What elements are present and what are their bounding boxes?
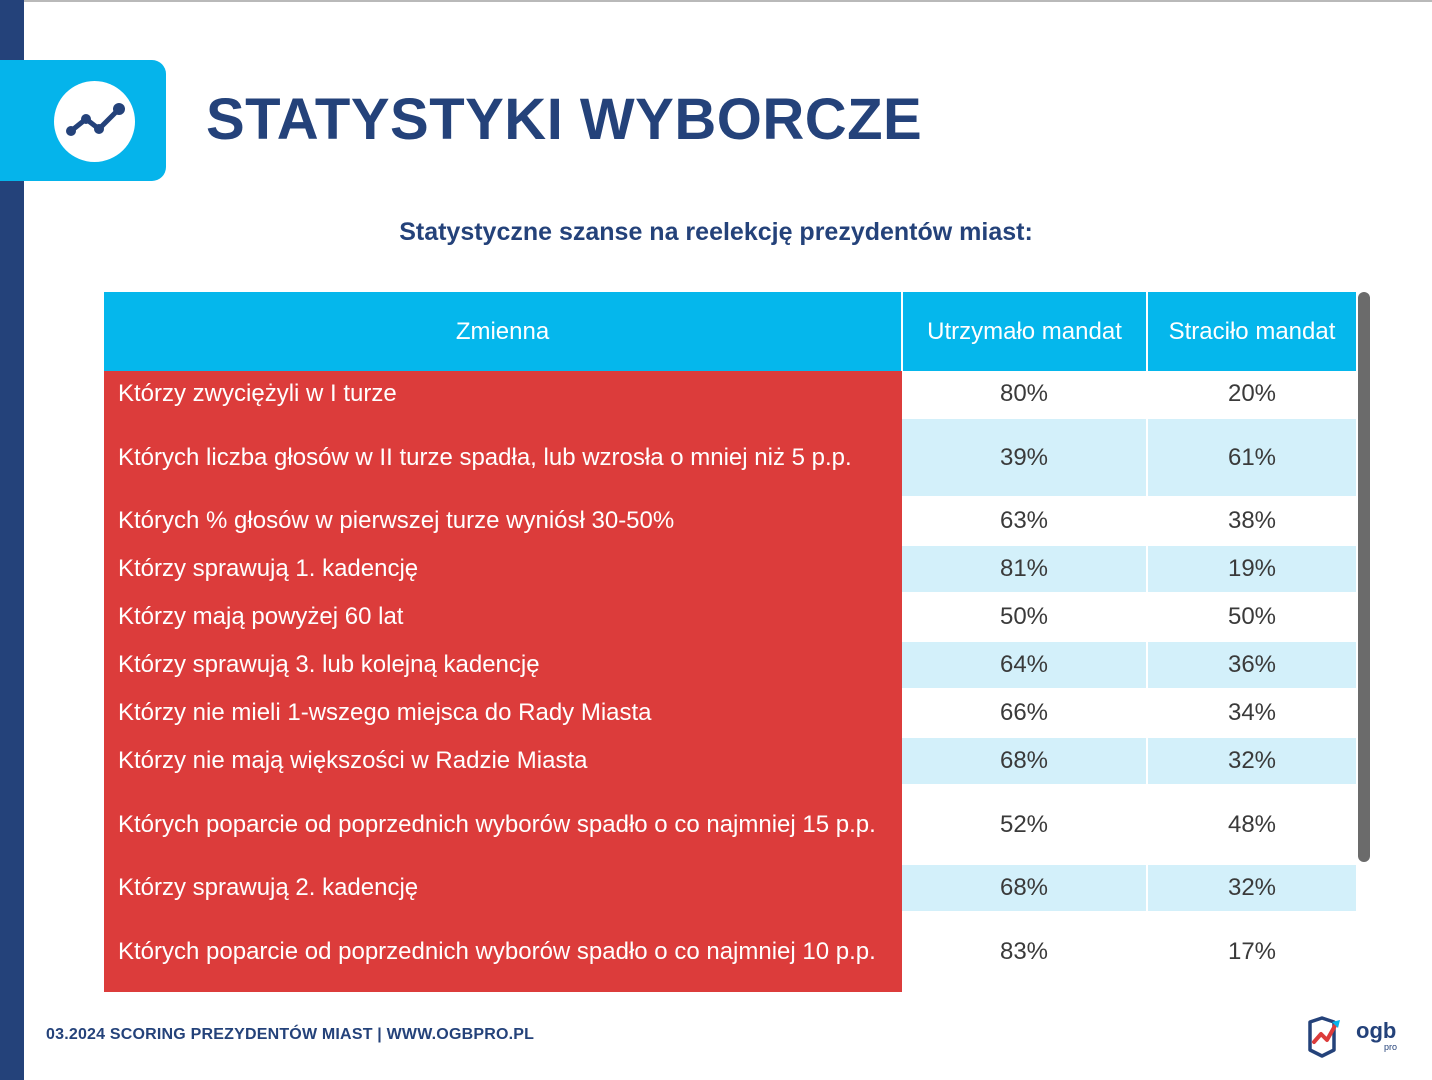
row-label: Których poparcie od poprzednich wyborów … [104, 785, 902, 865]
statistics-table: Zmienna Utrzymało mandat Straciło mandat… [104, 292, 1356, 992]
header-variable: Zmienna [104, 292, 903, 371]
lost-value: 38% [1147, 497, 1356, 546]
table-row: Których liczba głosów w II turze spadła,… [104, 418, 1356, 498]
ogb-logo: ogb pro [1304, 1012, 1404, 1060]
table-header-row: Zmienna Utrzymało mandat Straciło mandat [104, 292, 1356, 371]
header-kept-mandate: Utrzymało mandat [902, 292, 1148, 371]
row-label: Którzy nie mieli 1-wszego miejsca do Rad… [104, 689, 902, 738]
lost-value: 61% [1147, 418, 1356, 498]
brand-sub: pro [1384, 1042, 1398, 1052]
kept-value: 81% [902, 545, 1148, 594]
table-row: Którzy mają powyżej 60 lat 50% 50% [104, 593, 1356, 642]
table-row: Którzy sprawują 2. kadencję 68% 32% [104, 864, 1356, 913]
kept-value: 52% [902, 785, 1148, 865]
kept-value: 50% [902, 593, 1148, 642]
kept-value: 68% [902, 737, 1148, 786]
header-lost-mandate: Straciło mandat [1147, 292, 1356, 371]
lost-value: 20% [1147, 371, 1356, 419]
kept-value: 63% [902, 497, 1148, 546]
row-label: Których liczba głosów w II turze spadła,… [104, 418, 902, 498]
row-label: Którzy sprawują 3. lub kolejną kadencję [104, 641, 902, 690]
table-row: Którzy nie mają większości w Radzie Mias… [104, 737, 1356, 786]
lost-value: 50% [1147, 593, 1356, 642]
table-row: Którzy zwyciężyli w I turze 80% 20% [104, 371, 1356, 419]
lost-value: 17% [1147, 912, 1356, 992]
top-divider [0, 0, 1432, 2]
kept-value: 80% [902, 371, 1148, 419]
row-label: Których % głosów w pierwszej turze wynió… [104, 497, 902, 546]
table-row: Których poparcie od poprzednich wyborów … [104, 912, 1356, 992]
table-row: Których % głosów w pierwszej turze wynió… [104, 497, 1356, 546]
ogb-logo-icon [1308, 1016, 1340, 1058]
kept-value: 83% [902, 912, 1148, 992]
lost-value: 34% [1147, 689, 1356, 738]
footer-caption: 03.2024 SCORING PREZYDENTÓW MIAST | WWW.… [46, 1026, 535, 1043]
kept-value: 68% [902, 864, 1148, 913]
row-label: Którzy zwyciężyli w I turze [104, 371, 902, 419]
line-chart-icon [54, 81, 135, 162]
brand-name: ogb [1356, 1018, 1397, 1043]
table-row: Których poparcie od poprzednich wyborów … [104, 785, 1356, 865]
lost-value: 36% [1147, 641, 1356, 690]
table-scrollbar[interactable] [1358, 292, 1370, 862]
kept-value: 66% [902, 689, 1148, 738]
table-subtitle: Statystyczne szanse na reelekcję prezyde… [399, 218, 1033, 246]
row-label: Których poparcie od poprzednich wyborów … [104, 912, 902, 992]
table-row: Którzy sprawują 3. lub kolejną kadencję … [104, 641, 1356, 690]
lost-value: 19% [1147, 545, 1356, 594]
lost-value: 32% [1147, 864, 1356, 913]
lost-value: 48% [1147, 785, 1356, 865]
row-label: Którzy mają powyżej 60 lat [104, 593, 902, 642]
lost-value: 32% [1147, 737, 1356, 786]
row-label: Którzy sprawują 2. kadencję [104, 864, 902, 913]
row-label: Którzy sprawują 1. kadencję [104, 545, 902, 594]
kept-value: 64% [902, 641, 1148, 690]
row-label: Którzy nie mają większości w Radzie Mias… [104, 737, 902, 786]
kept-value: 39% [902, 418, 1148, 498]
table-row: Którzy nie mieli 1-wszego miejsca do Rad… [104, 689, 1356, 738]
page-title: STATYSTYKI WYBORCZE [206, 87, 923, 152]
table-row: Którzy sprawują 1. kadencję 81% 19% [104, 545, 1356, 594]
